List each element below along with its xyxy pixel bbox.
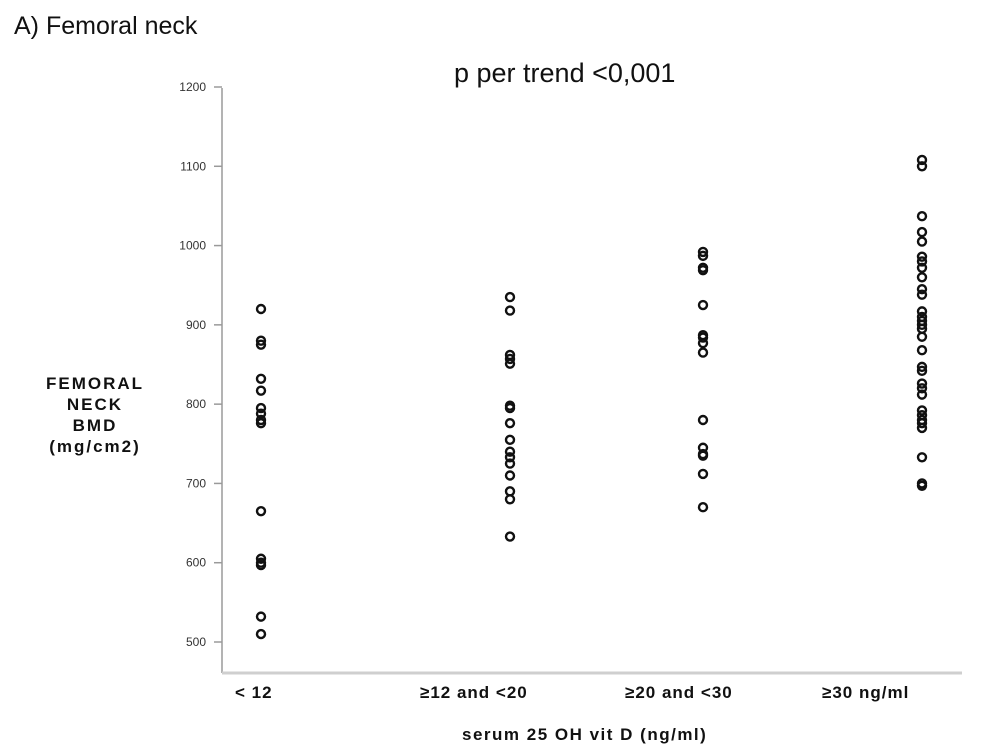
data-point [255, 385, 267, 396]
data-point [255, 335, 267, 346]
data-point [697, 337, 709, 349]
data-point [916, 480, 928, 492]
y-tick-label: 800 [186, 397, 206, 411]
y-tick-label: 1000 [179, 239, 206, 253]
data-point [916, 211, 928, 222]
data-point [697, 468, 709, 480]
data-point [255, 303, 267, 315]
data-point [916, 256, 928, 267]
data-point [255, 417, 267, 429]
data-point [255, 553, 267, 564]
data-point [916, 452, 928, 463]
data-point [916, 345, 928, 356]
data-point [697, 246, 709, 258]
y-axis-label-line: BMD [72, 416, 118, 435]
data-point [255, 628, 267, 640]
data-points [255, 154, 928, 640]
x-tick-label: ≥12 and <20 [420, 683, 528, 702]
y-axis-label-line: NECK [66, 395, 124, 414]
data-point [504, 494, 516, 505]
trend-p-value-annotation: p per trend <0,001 [454, 58, 676, 88]
y-tick-label: 600 [186, 556, 206, 570]
y-tick-label: 900 [186, 318, 206, 332]
y-axis-label: FEMORAL NECK BMD (mg/cm2) [10, 373, 180, 457]
data-point [916, 389, 928, 400]
data-point [916, 319, 928, 331]
data-point [504, 417, 516, 429]
panel-title: A) Femoral neck [14, 12, 198, 40]
y-tick-label: 1200 [179, 80, 206, 94]
data-point [916, 405, 928, 416]
data-point [504, 353, 516, 365]
data-point [504, 291, 516, 303]
data-point [504, 305, 516, 316]
data-point [504, 402, 516, 414]
y-tick-label: 1100 [180, 159, 206, 173]
data-point [255, 402, 267, 414]
data-point [697, 414, 709, 426]
data-point [916, 154, 928, 166]
data-point [916, 251, 928, 262]
data-point [916, 417, 928, 429]
data-point [255, 559, 267, 571]
data-point [916, 422, 928, 434]
data-point [916, 365, 928, 377]
data-point [697, 332, 709, 343]
y-axis-ticks: 500 600 700 800 900 1000 1100 1200 [179, 80, 222, 649]
data-point [255, 505, 267, 517]
data-point [504, 446, 516, 457]
x-tick-label: ≥30 ng/ml [822, 683, 909, 702]
data-point [697, 347, 709, 358]
y-tick-label: 700 [186, 476, 206, 490]
data-point [916, 289, 928, 300]
data-point [697, 250, 709, 262]
data-point [697, 264, 709, 276]
data-point [504, 470, 516, 481]
y-axis-label-line: FEMORAL [45, 374, 145, 393]
y-axis-label-line: (mg/cm2) [49, 437, 141, 456]
data-point [916, 226, 928, 238]
x-tick-label: < 12 [235, 683, 273, 702]
data-point [504, 358, 516, 369]
data-point [504, 458, 516, 469]
data-point [697, 450, 709, 461]
data-point [255, 339, 267, 350]
data-point [916, 378, 928, 389]
x-tick-label: ≥20 and <30 [625, 683, 733, 702]
data-point [916, 283, 928, 295]
data-point [916, 331, 928, 342]
data-point [255, 373, 267, 384]
data-point [916, 383, 928, 394]
data-point [504, 531, 516, 542]
x-axis-ticks: < 12 ≥12 and <20 ≥20 and <30 ≥30 ng/ml [235, 683, 909, 702]
data-point [916, 306, 928, 317]
data-point [916, 272, 928, 283]
y-tick-label: 500 [186, 635, 206, 649]
data-point [916, 361, 928, 373]
data-point [504, 452, 516, 463]
data-point [697, 502, 709, 513]
data-point [504, 434, 516, 446]
data-point [916, 236, 928, 247]
data-point [697, 299, 709, 311]
data-point [916, 161, 928, 172]
x-axis-label: serum 25 OH vit D (ng/ml) [462, 725, 708, 744]
data-point [255, 408, 267, 419]
data-point [916, 262, 928, 273]
data-point [255, 611, 267, 622]
